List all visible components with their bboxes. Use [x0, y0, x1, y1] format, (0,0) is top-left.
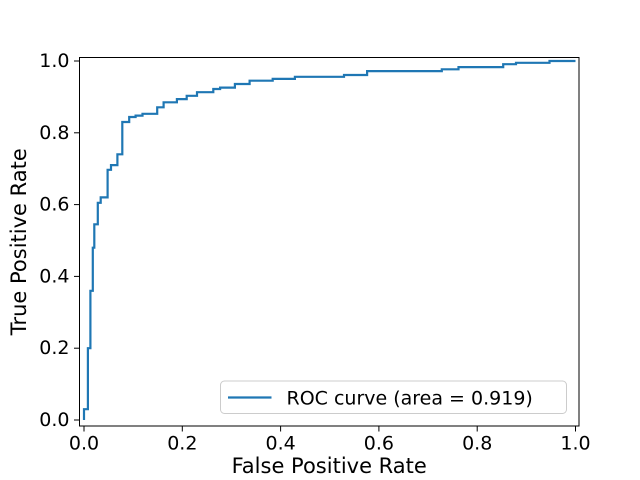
plot-area	[79, 57, 579, 426]
x-tick-label: 0.2	[167, 433, 197, 455]
y-tick-label: 0.4	[39, 265, 69, 287]
y-tick-label: 0.8	[39, 122, 69, 144]
roc-curve-line	[82, 59, 576, 420]
y-tick-label: 1.0	[39, 50, 69, 72]
x-axis-label: False Positive Rate	[232, 454, 427, 478]
y-tick-label: 0.6	[39, 194, 69, 216]
y-tick-label: 0.2	[39, 337, 69, 359]
x-tick-label: 0.6	[364, 433, 394, 455]
y-tick-label: 0.0	[39, 409, 69, 431]
x-tick-label: 0.4	[265, 433, 295, 455]
axes-frame	[79, 57, 580, 427]
x-tick-label: 1.0	[560, 433, 590, 455]
y-axis-label: True Positive Rate	[7, 148, 31, 336]
legend-box	[220, 380, 567, 414]
x-tick-label: 0.8	[462, 433, 492, 455]
legend: ROC curve (area = 0.919)	[220, 380, 567, 414]
legend-label: ROC curve (area = 0.919)	[287, 388, 533, 410]
x-tick-label: 0.0	[69, 433, 99, 455]
